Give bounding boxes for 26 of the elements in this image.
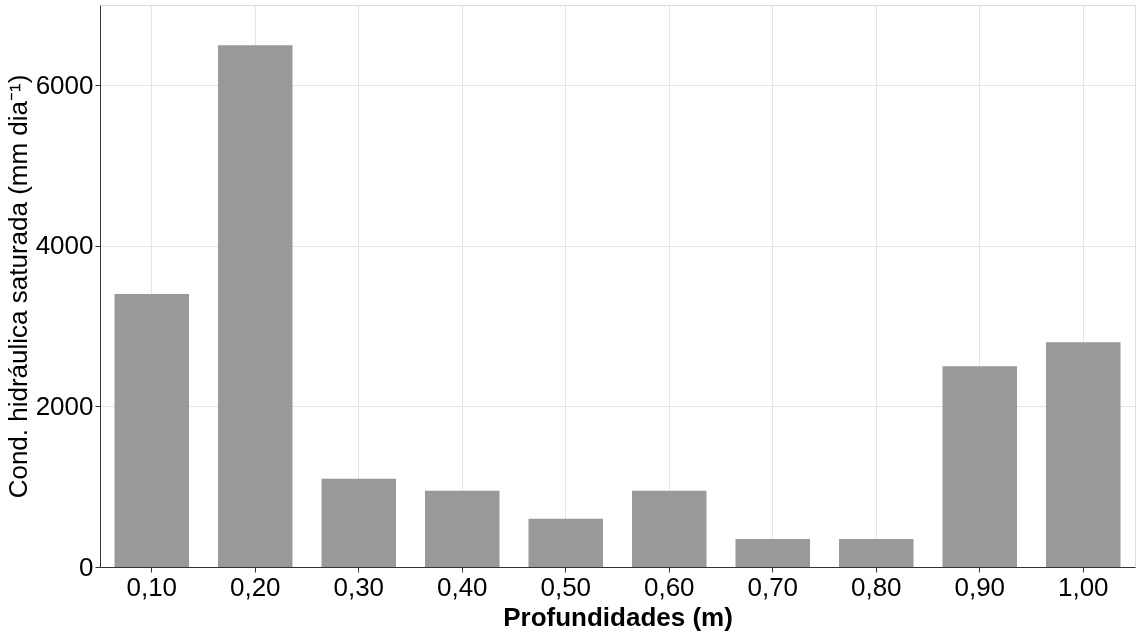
bar	[424, 490, 500, 567]
x-tick-label: 0,40	[436, 571, 488, 602]
x-tick-label: 0,20	[229, 571, 281, 602]
bar	[114, 294, 190, 567]
bar	[838, 538, 914, 567]
bar	[735, 538, 811, 567]
y-tick-label: 2000	[35, 390, 94, 421]
y-tick-label: 6000	[35, 69, 94, 100]
y-tick-label: 4000	[35, 230, 94, 261]
y-tick-label: 0	[79, 551, 94, 582]
y-axis-title: Cond. hidráulica saturada (mm dia⁻¹)	[2, 74, 33, 499]
x-axis-title: Profundidades (m)	[503, 601, 733, 632]
x-tick-label: 0,10	[126, 571, 178, 602]
x-tick-label: 0,30	[333, 571, 385, 602]
x-tick-label: 1,00	[1057, 571, 1109, 602]
x-tick-label: 0,70	[747, 571, 799, 602]
x-tick-label: 0,50	[540, 571, 592, 602]
bar	[217, 45, 293, 567]
bar	[528, 518, 604, 567]
bar	[631, 490, 707, 567]
bar	[1045, 342, 1121, 567]
bar	[321, 478, 397, 567]
x-tick-label: 0,90	[954, 571, 1006, 602]
x-tick-label: 0,60	[643, 571, 695, 602]
x-tick-label: 0,80	[850, 571, 902, 602]
bar	[942, 366, 1018, 567]
